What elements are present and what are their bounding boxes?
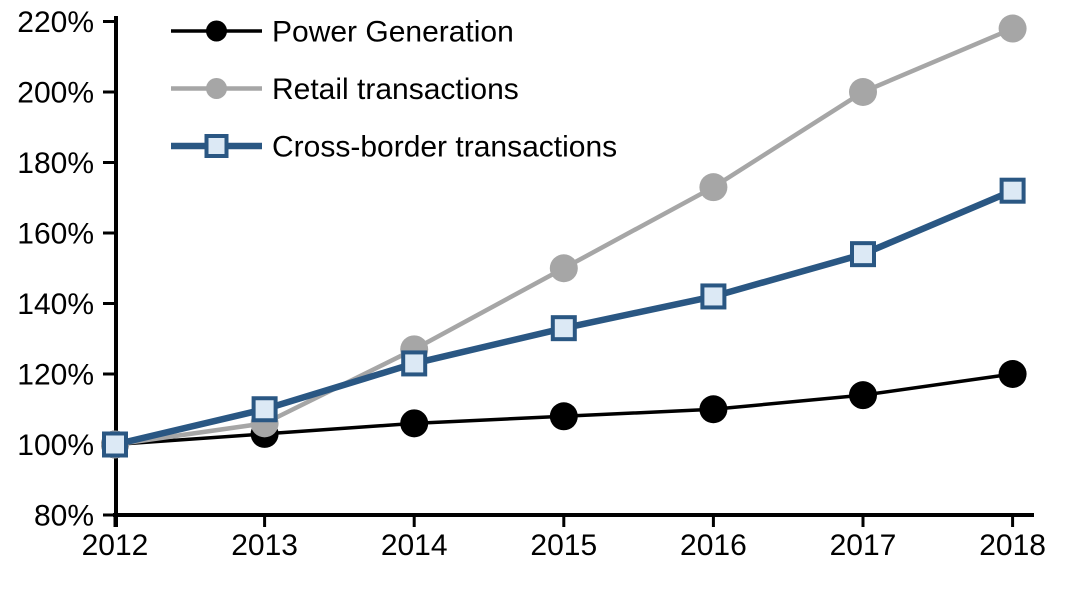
x-axis-tick-label: 2014 <box>381 529 448 562</box>
legend-label: Cross-border transactions <box>272 131 617 164</box>
power-generation-marker <box>206 20 227 42</box>
power-generation-marker <box>699 395 728 424</box>
y-axis-tick-label: 100% <box>17 429 94 462</box>
y-axis-tick-label: 200% <box>17 77 94 110</box>
x-axis-tick-label: 2013 <box>231 529 298 562</box>
x-axis-tick-label: 2012 <box>82 529 149 562</box>
x-axis-tick-label: 2016 <box>680 529 747 562</box>
y-axis-tick-label: 160% <box>17 218 94 251</box>
retail-transactions-marker <box>549 254 578 283</box>
x-axis-tick-label: 2017 <box>830 529 897 562</box>
power-generation-marker <box>400 409 429 438</box>
retail-transactions-marker <box>699 173 728 202</box>
series-cross-border-transactions <box>102 177 1026 458</box>
y-axis-tick-label: 220% <box>17 6 94 39</box>
cross-border-transactions-marker <box>204 134 229 158</box>
x-axis-tick-label: 2018 <box>979 529 1046 562</box>
legend-label: Power Generation <box>272 16 514 49</box>
cross-border-transactions-marker <box>251 396 278 423</box>
cross-border-transactions-marker <box>999 177 1026 204</box>
series-power-generation <box>101 360 1027 459</box>
x-axis-tick-label: 2015 <box>530 529 597 562</box>
cross-border-transactions-marker <box>850 241 876 268</box>
cross-border-transactions-marker <box>401 350 428 377</box>
y-axis-tick-label: 140% <box>17 288 94 321</box>
retail-transactions-marker <box>998 14 1027 43</box>
y-axis-tick-label: 120% <box>17 359 94 392</box>
legend-item-cross-border-transactions: Cross-border transactions <box>171 131 617 164</box>
legend-item-retail-transactions: Retail transactions <box>171 73 519 106</box>
y-axis-tick-label: 80% <box>34 500 94 533</box>
retail-transactions-marker <box>206 78 227 99</box>
legend-item-power-generation: Power Generation <box>171 16 514 49</box>
retail-transactions-marker <box>849 78 877 106</box>
power-generation-marker <box>549 402 578 431</box>
y-axis-tick-label: 180% <box>17 147 94 180</box>
power-generation-marker <box>998 360 1027 388</box>
retail-transactions-line <box>114 26 1014 447</box>
power-generation-marker <box>849 381 877 410</box>
cross-border-transactions-marker <box>102 431 128 458</box>
cross-border-transactions-marker <box>550 315 577 342</box>
legend-label: Retail transactions <box>272 73 519 106</box>
cross-border-transactions-marker <box>700 283 727 310</box>
